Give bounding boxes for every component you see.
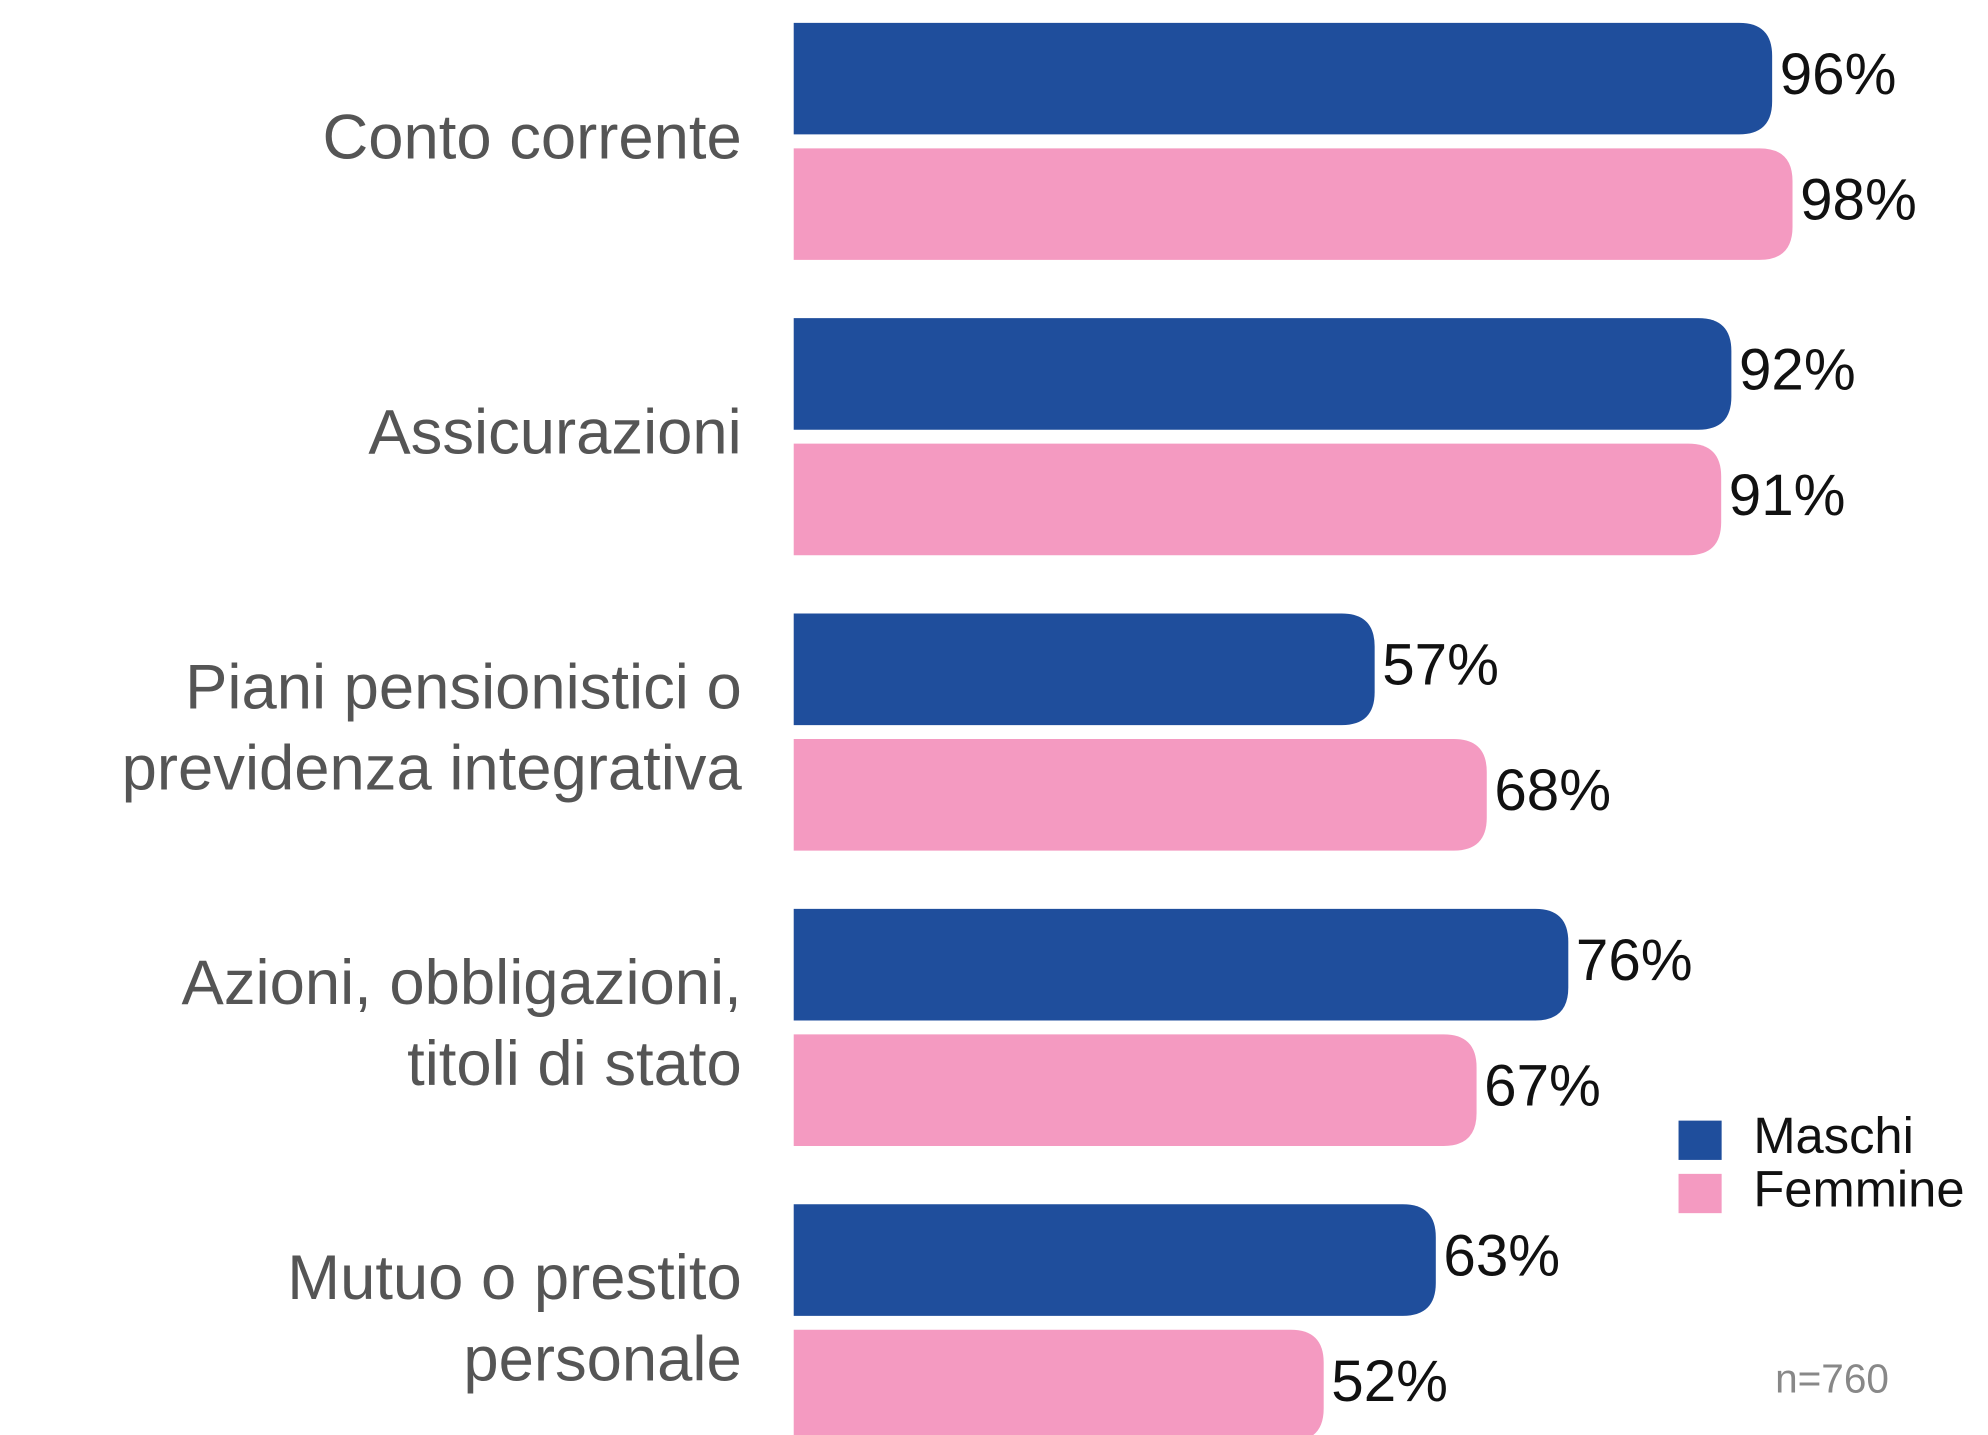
bar	[793, 1329, 1324, 1435]
value-label: 57%	[1382, 633, 1499, 698]
value-label: 63%	[1443, 1223, 1560, 1288]
category-label: Mutuo o prestito personale	[287, 1243, 741, 1394]
value-label: 68%	[1494, 758, 1611, 823]
bar	[793, 739, 1487, 851]
bar	[793, 1204, 1436, 1316]
value-label: 96%	[1780, 42, 1897, 107]
value-label: 67%	[1484, 1054, 1601, 1119]
legend-label: Femmine	[1753, 1160, 1964, 1217]
bar	[793, 908, 1569, 1021]
value-label: 92%	[1739, 337, 1856, 402]
bar	[793, 22, 1773, 135]
category-label: Conto corrente	[323, 102, 742, 172]
value-label: 98%	[1800, 168, 1917, 233]
category-label: Azioni, obbligazioni, titoli di stato	[182, 948, 742, 1099]
value-label: 52%	[1331, 1349, 1448, 1414]
legend-swatch	[1678, 1173, 1722, 1214]
legend-label: Maschi	[1753, 1107, 1914, 1164]
bar	[793, 443, 1722, 556]
value-label: 91%	[1729, 463, 1846, 528]
bar	[793, 1034, 1477, 1146]
note: n=760	[1775, 1355, 1889, 1401]
bar	[793, 318, 1732, 430]
category-label: Piani pensionistici o previdenza integrat…	[122, 652, 743, 803]
legend-swatch	[1678, 1120, 1722, 1160]
bar	[793, 148, 1793, 260]
bar	[793, 613, 1375, 726]
value-label: 76%	[1576, 928, 1693, 993]
category-label: Assicurazioni	[368, 397, 741, 467]
